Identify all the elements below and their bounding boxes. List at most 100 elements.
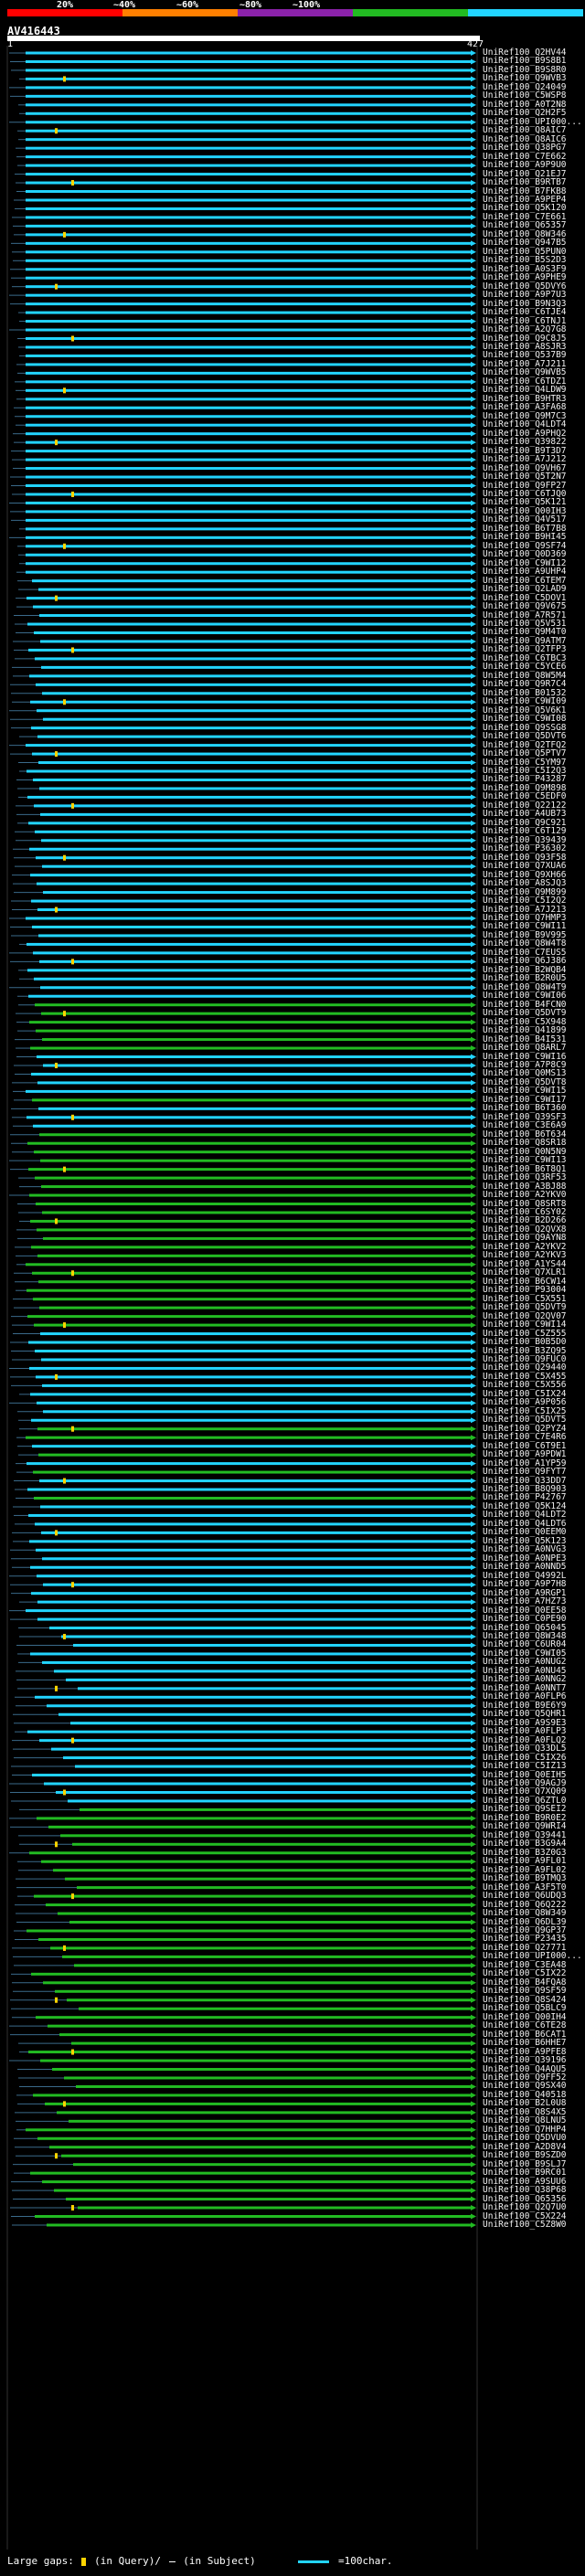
hit-label[interactable]: UniRef100_C6TJE4 — [483, 307, 567, 318]
hit-label[interactable]: UniRef100_Q33DL5 — [483, 1744, 567, 1754]
hit-label[interactable]: UniRef100_Q65357 — [483, 220, 567, 231]
hit-label[interactable]: UniRef100_A2YKV0 — [483, 1190, 567, 1201]
hit-label[interactable]: UniRef100_Q00IH4 — [483, 2011, 567, 2022]
hit-label[interactable]: UniRef100_Q5V6K1 — [483, 705, 567, 716]
hit-label[interactable]: UniRef100_Q9C921 — [483, 817, 567, 828]
hit-label[interactable]: UniRef100_Q8W346 — [483, 228, 567, 239]
hit-label[interactable]: UniRef100_Q29440 — [483, 1362, 567, 1373]
hit-label[interactable]: UniRef100_A0NUG2 — [483, 1657, 567, 1668]
hit-label[interactable]: UniRef100_P36302 — [483, 843, 567, 854]
hit-label[interactable]: UniRef100_Q8W349 — [483, 1908, 567, 1919]
hit-label[interactable]: UniRef100_Q2TFP3 — [483, 644, 567, 655]
hit-label[interactable]: UniRef100_B9SZD0 — [483, 2150, 567, 2161]
hit-label[interactable]: UniRef100_Q537B9 — [483, 350, 567, 361]
hit-label[interactable]: UniRef100_Q4LDT2 — [483, 1510, 567, 1521]
hit-label[interactable]: UniRef100_C5IX24 — [483, 1388, 567, 1399]
hit-label[interactable]: UniRef100_Q93F58 — [483, 852, 567, 863]
hit-label[interactable]: UniRef100_Q21EJ7 — [483, 168, 567, 179]
hit-label[interactable]: UniRef100_Q0N5N9 — [483, 1146, 567, 1157]
hit-label[interactable]: UniRef100_Q8SRT8 — [483, 1198, 567, 1209]
hit-label[interactable]: UniRef100_C9WI11 — [483, 921, 567, 932]
hit-label[interactable]: UniRef100_Q9M898 — [483, 782, 567, 793]
hit-label[interactable]: UniRef100_Q2QV07 — [483, 1310, 567, 1321]
hit-label[interactable]: UniRef100_C6TEM7 — [483, 575, 567, 586]
hit-label[interactable]: UniRef100_B9RC01 — [483, 2168, 567, 2178]
hit-label[interactable]: UniRef100_A0FLQ2 — [483, 1734, 567, 1745]
hit-label[interactable]: UniRef100_Q0EE58 — [483, 1605, 567, 1616]
hit-label[interactable]: UniRef100_Q5QHR1 — [483, 1709, 567, 1720]
hit-label[interactable]: UniRef100_B6T8Q1 — [483, 1163, 567, 1174]
hit-label[interactable]: UniRef100_B0B5D0 — [483, 1337, 567, 1348]
hit-label[interactable]: UniRef100_B4I531 — [483, 1034, 567, 1044]
hit-label[interactable]: UniRef100_C9WI16 — [483, 1051, 567, 1062]
hit-label[interactable]: UniRef100_Q38PG7 — [483, 143, 567, 154]
hit-label[interactable]: UniRef100_A0NU45 — [483, 1665, 567, 1676]
hit-label[interactable]: UniRef100_C9WI14 — [483, 1320, 567, 1330]
hit-label[interactable]: UniRef100_A0FLP6 — [483, 1691, 567, 1702]
hit-label[interactable]: UniRef100_B2WQB4 — [483, 964, 567, 975]
hit-label[interactable]: UniRef100_Q22122 — [483, 800, 567, 811]
hit-label[interactable]: UniRef100_Q7HMP3 — [483, 913, 567, 923]
hit-label[interactable]: UniRef100_Q2LAD9 — [483, 584, 567, 595]
hit-label[interactable]: UniRef100_C6SY02 — [483, 1206, 567, 1217]
hit-label[interactable]: UniRef100_Q4AQU5 — [483, 2063, 567, 2074]
hit-label[interactable]: UniRef100_C5IZ13 — [483, 1761, 567, 1772]
hit-label[interactable]: UniRef100_A0T2N8 — [483, 99, 567, 110]
hit-label[interactable]: UniRef100_Q2Q7U0 — [483, 2202, 567, 2213]
hit-label[interactable]: UniRef100_A9P7U3 — [483, 290, 567, 301]
hit-label[interactable]: UniRef100_Q4992L — [483, 1570, 567, 1581]
hit-label[interactable]: UniRef100_A9P7H8 — [483, 1579, 567, 1590]
hit-label[interactable]: UniRef100_A3BJ88 — [483, 1181, 567, 1192]
hit-label[interactable]: UniRef100_B9R0E2 — [483, 1812, 567, 1823]
hit-label[interactable]: UniRef100_C5X948 — [483, 1016, 567, 1027]
hit-label[interactable]: UniRef100_A8SJQ3 — [483, 878, 567, 889]
hit-label[interactable]: UniRef100_Q39SF3 — [483, 1111, 567, 1122]
hit-label[interactable]: UniRef100_A2YKV3 — [483, 1250, 567, 1261]
hit-label[interactable]: UniRef100_Q9M7C3 — [483, 410, 567, 421]
hit-label[interactable]: UniRef100_C9WI06 — [483, 991, 567, 1002]
hit-label[interactable]: UniRef100_Q5PUN0 — [483, 246, 567, 257]
hit-label[interactable]: UniRef100_B9RTB7 — [483, 177, 567, 188]
hit-label[interactable]: UniRef100_C5X551 — [483, 1293, 567, 1304]
hit-label[interactable]: UniRef100_B6CW14 — [483, 1276, 567, 1287]
hit-label[interactable]: UniRef100_Q5K123 — [483, 1535, 567, 1546]
hit-label[interactable]: UniRef100_C6TNJ1 — [483, 315, 567, 326]
hit-label[interactable]: UniRef100_B9V995 — [483, 929, 567, 940]
hit-label[interactable]: UniRef100_A9PFE8 — [483, 2046, 567, 2057]
hit-label[interactable]: UniRef100_Q6UDQ3 — [483, 1891, 567, 1902]
hit-label[interactable]: UniRef100_A0S3F9 — [483, 263, 567, 274]
hit-label[interactable]: UniRef100_Q40518 — [483, 2089, 567, 2100]
hit-label[interactable]: UniRef100_A0NNT7 — [483, 1682, 567, 1693]
hit-label[interactable]: UniRef100_B3Z0G3 — [483, 1847, 567, 1858]
hit-label[interactable]: UniRef100_P23435 — [483, 1934, 567, 1945]
hit-label[interactable]: UniRef100_P93004 — [483, 1285, 567, 1296]
hit-label[interactable]: UniRef100_Q39196 — [483, 2055, 567, 2066]
hit-label[interactable]: UniRef100_B4FQA8 — [483, 1977, 567, 1988]
hit-label[interactable]: UniRef100_Q6J386 — [483, 956, 567, 967]
hit-label[interactable]: UniRef100_Q8W5M4 — [483, 670, 567, 681]
hit-label[interactable]: UniRef100_Q9SF74 — [483, 540, 567, 551]
hit-label[interactable]: UniRef100_Q7XQ09 — [483, 1786, 567, 1797]
hit-label[interactable]: UniRef100_C6UR04 — [483, 1639, 567, 1650]
hit-label[interactable]: UniRef100_Q5BLC9 — [483, 2003, 567, 2014]
hit-label[interactable]: UniRef100_C7E4R6 — [483, 1432, 567, 1443]
hit-label[interactable]: UniRef100_Q5T2N7 — [483, 472, 567, 482]
hit-label[interactable]: UniRef100_Q7XLR1 — [483, 1267, 567, 1278]
hit-label[interactable]: UniRef100_Q9V675 — [483, 601, 567, 612]
hit-label[interactable]: UniRef100_C5YM97 — [483, 757, 567, 768]
hit-label[interactable]: UniRef100_Q5PTV7 — [483, 748, 567, 759]
hit-label[interactable]: UniRef100_C5Z555 — [483, 1328, 567, 1339]
hit-label[interactable]: UniRef100_Q9FF52 — [483, 2072, 567, 2083]
hit-label[interactable]: UniRef100_C6TDZ1 — [483, 376, 567, 387]
hit-label[interactable]: UniRef100_C5IX22 — [483, 1968, 567, 1979]
hit-label[interactable]: UniRef100_B2R0U5 — [483, 973, 567, 984]
hit-label[interactable]: UniRef100_A0NPE3 — [483, 1553, 567, 1564]
hit-label[interactable]: UniRef100_Q5DVT6 — [483, 731, 567, 742]
hit-label[interactable]: UniRef100_C6TBC3 — [483, 652, 567, 663]
hit-label[interactable]: UniRef100_Q8AIC7 — [483, 125, 567, 136]
hit-label[interactable]: UniRef100_Q2TFQ2 — [483, 739, 567, 750]
hit-label[interactable]: UniRef100_Q2HV44 — [483, 48, 567, 58]
hit-label[interactable]: UniRef100_UPI000... — [483, 116, 582, 127]
hit-label[interactable]: UniRef100_Q4V517 — [483, 514, 567, 525]
hit-label[interactable]: UniRef100_Q8LNU5 — [483, 2115, 567, 2126]
